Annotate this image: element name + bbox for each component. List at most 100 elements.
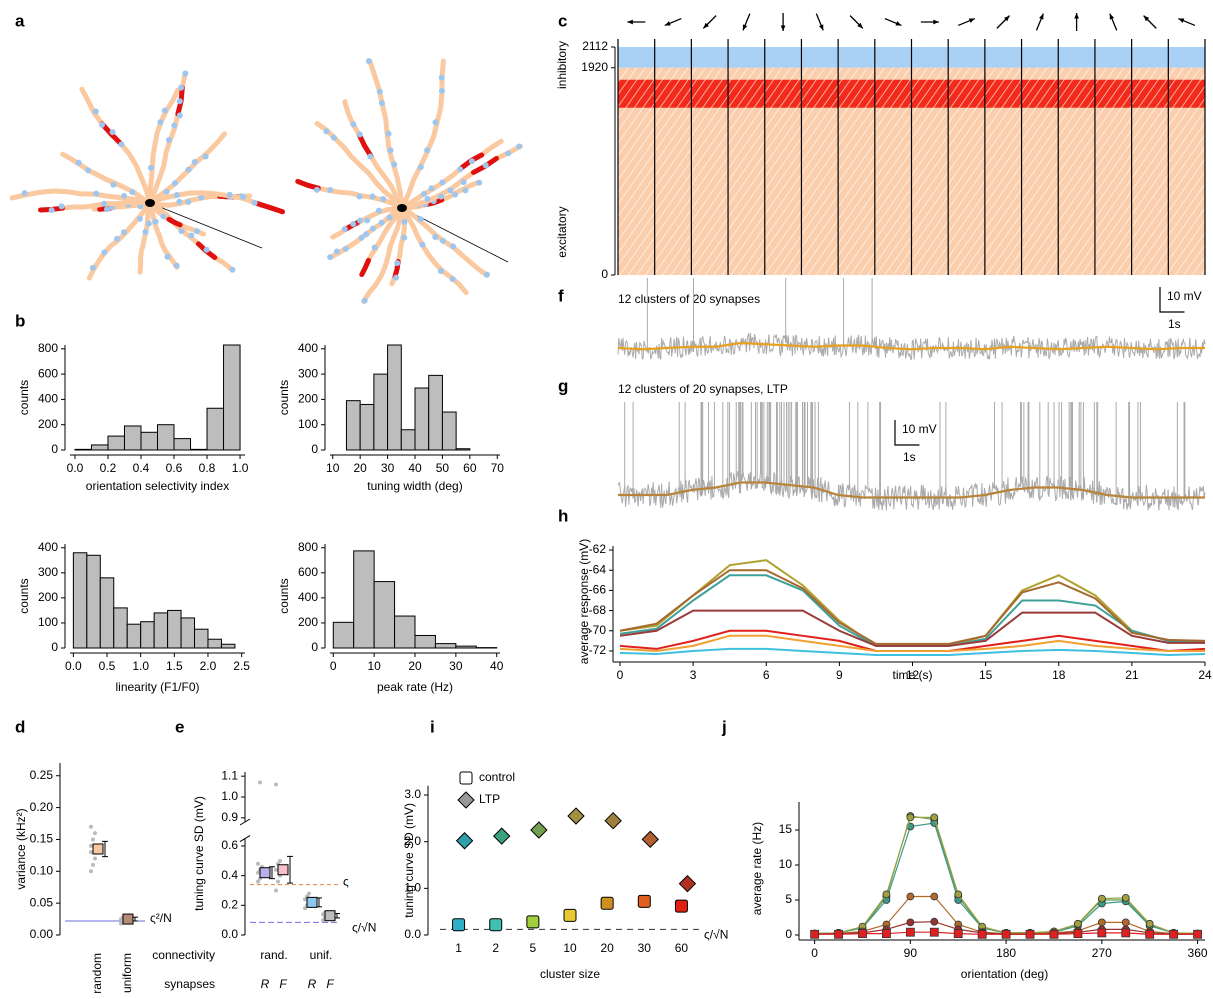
x-tick-label: 20 bbox=[408, 659, 422, 673]
panel-label: d bbox=[15, 717, 25, 736]
panel-label: e bbox=[175, 717, 184, 736]
y-tick-label: 2112 bbox=[582, 39, 608, 53]
point bbox=[274, 868, 278, 872]
bar bbox=[195, 629, 208, 648]
point bbox=[93, 857, 97, 861]
x-tick-label: 20 bbox=[353, 461, 367, 475]
bar bbox=[154, 613, 167, 648]
x-tick-label: 90 bbox=[904, 946, 918, 960]
bar bbox=[388, 345, 402, 450]
x-tick-label: 20 bbox=[600, 941, 614, 955]
synapse bbox=[177, 98, 183, 104]
bar bbox=[346, 401, 360, 450]
x-tick-label: 21 bbox=[1125, 668, 1139, 682]
synapse bbox=[177, 112, 183, 118]
y-tick-label: 0.6 bbox=[221, 838, 238, 852]
point bbox=[859, 930, 867, 938]
y-tick-label: 100 bbox=[38, 615, 58, 629]
x-tick-label: 2.0 bbox=[200, 659, 217, 673]
synapse bbox=[49, 207, 55, 213]
x-tick-label: 30 bbox=[638, 941, 652, 955]
x-tick-label: 3 bbox=[690, 668, 697, 682]
bar bbox=[435, 644, 455, 648]
y-tick-label: 0.2 bbox=[221, 898, 238, 912]
synapse bbox=[174, 192, 180, 198]
y-tick-label: 600 bbox=[38, 366, 58, 380]
panel-label: f bbox=[558, 286, 564, 305]
synapse bbox=[516, 143, 522, 149]
synapse bbox=[185, 199, 191, 205]
synapse bbox=[93, 191, 99, 197]
synapse bbox=[188, 232, 194, 238]
synapse bbox=[401, 235, 407, 241]
control-marker bbox=[601, 897, 613, 909]
x-tick-label: 0.4 bbox=[133, 461, 150, 475]
y-tick-label: 0.05 bbox=[30, 895, 54, 909]
synapse bbox=[370, 194, 376, 200]
point bbox=[907, 919, 914, 926]
point bbox=[276, 880, 280, 884]
bar bbox=[168, 610, 181, 648]
x-tick-label: 40 bbox=[408, 461, 422, 475]
synapse bbox=[447, 187, 453, 193]
synapse bbox=[366, 58, 372, 64]
x-tick-label: 0.8 bbox=[199, 461, 216, 475]
x-tick-label: 24 bbox=[1198, 668, 1212, 682]
y-tick-label: 3.0 bbox=[404, 787, 421, 801]
synapse bbox=[505, 150, 511, 156]
panel-label: c bbox=[558, 11, 567, 30]
bar bbox=[415, 388, 429, 450]
mean-marker bbox=[325, 911, 335, 921]
synapse bbox=[101, 201, 107, 207]
synapse bbox=[484, 272, 490, 278]
synapse bbox=[350, 221, 356, 227]
synapse bbox=[424, 196, 430, 202]
synapse bbox=[350, 121, 356, 127]
synapse bbox=[469, 158, 475, 164]
x-tick-label: 1 bbox=[455, 941, 462, 955]
synapse bbox=[204, 247, 210, 253]
synapse bbox=[176, 199, 182, 205]
synapse bbox=[452, 191, 458, 197]
x-axis-label: orientation (deg) bbox=[961, 967, 1048, 981]
point bbox=[91, 863, 95, 867]
x-tick-label: 30 bbox=[381, 461, 395, 475]
synapse bbox=[483, 162, 489, 168]
synapse bbox=[394, 260, 400, 266]
x-tick-label: 70 bbox=[491, 461, 505, 475]
synapse bbox=[142, 229, 148, 235]
y-tick-label: -70 bbox=[589, 623, 607, 637]
synapse bbox=[334, 248, 340, 254]
point bbox=[882, 930, 890, 938]
soma bbox=[145, 199, 155, 207]
bar bbox=[442, 412, 456, 450]
category-label: R bbox=[308, 977, 317, 991]
x-tick-label: 5 bbox=[530, 941, 537, 955]
synapse bbox=[90, 265, 96, 271]
synapse bbox=[393, 275, 399, 281]
synapse bbox=[357, 131, 363, 137]
mean-marker bbox=[278, 865, 288, 875]
y-tick-label: 0.10 bbox=[30, 863, 54, 877]
bar bbox=[108, 436, 125, 450]
synapse bbox=[114, 236, 120, 242]
synapse bbox=[432, 119, 438, 125]
reference-label: ς²/N bbox=[150, 911, 172, 925]
x-tick-label: 2.5 bbox=[233, 659, 250, 673]
y-tick-label: 1.0 bbox=[221, 789, 238, 803]
point bbox=[1122, 929, 1130, 937]
synapse bbox=[59, 203, 65, 209]
synapse bbox=[379, 100, 385, 106]
y-tick-label: 0.15 bbox=[30, 832, 54, 846]
y-tick-label: 400 bbox=[38, 392, 58, 406]
synapse bbox=[429, 185, 435, 191]
x-tick-label: 0.5 bbox=[99, 659, 116, 673]
synapse bbox=[110, 129, 116, 135]
synapse bbox=[386, 131, 392, 137]
point bbox=[274, 889, 278, 893]
y-tick-label: -62 bbox=[589, 542, 607, 556]
panel-label: h bbox=[558, 506, 568, 525]
synapse bbox=[121, 193, 127, 199]
synapse bbox=[148, 165, 154, 171]
control-marker bbox=[675, 900, 687, 912]
